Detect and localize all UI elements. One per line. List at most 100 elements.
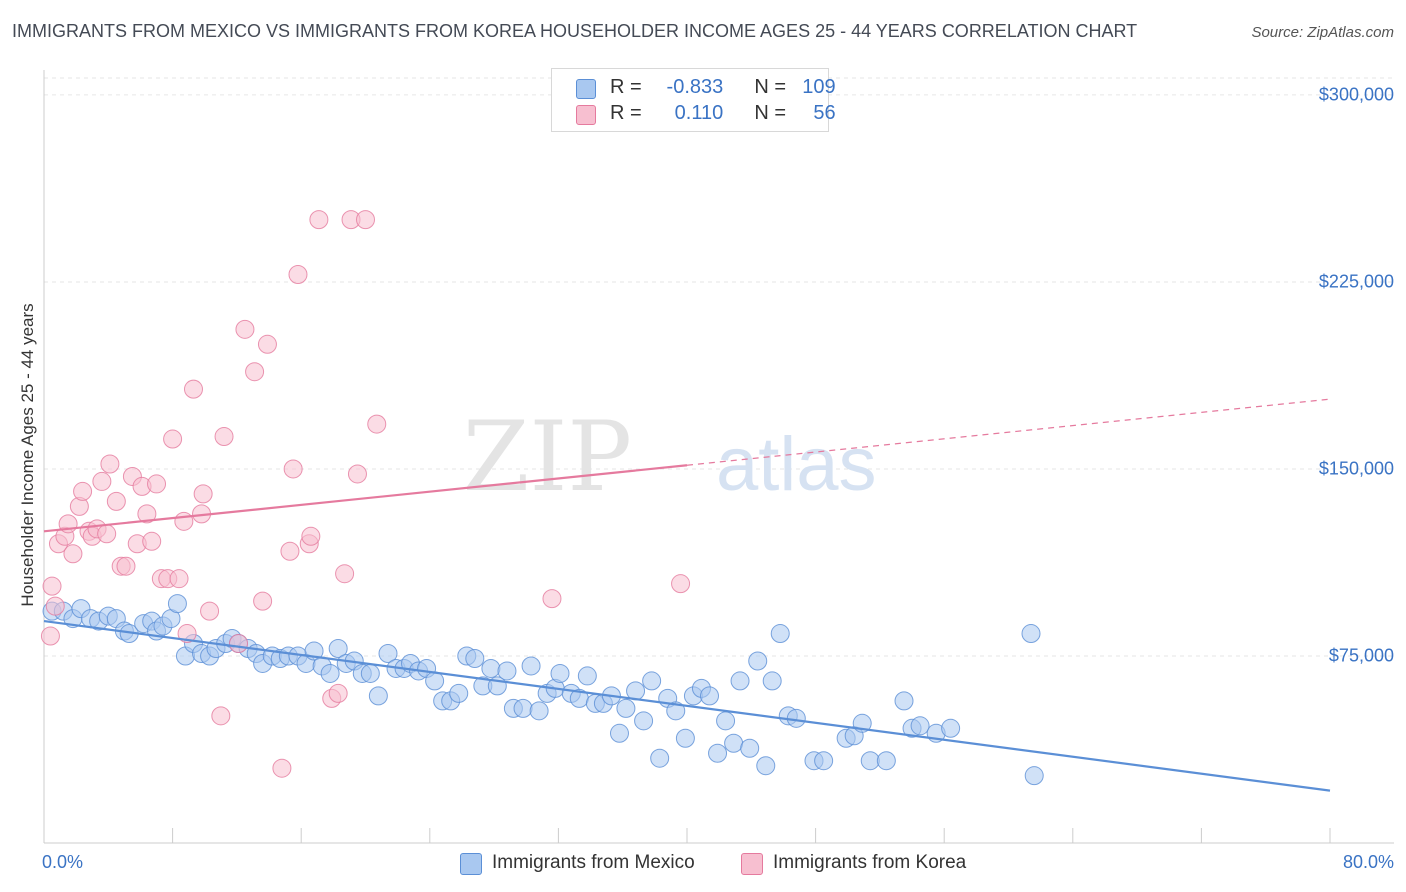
point-korea [347, 464, 367, 484]
point-mexico [650, 748, 670, 768]
point-korea [42, 576, 62, 596]
point-korea [671, 574, 691, 594]
point-mexico [910, 716, 930, 736]
y-tick-label: $225,000 [1318, 271, 1394, 292]
point-korea [356, 210, 375, 230]
y-tick-label: $300,000 [1318, 84, 1394, 105]
point-korea [253, 591, 273, 611]
x-tick-min: 0.0% [42, 852, 84, 872]
chart-title: IMMIGRANTS FROM MEXICO VS IMMIGRANTS FRO… [12, 21, 1138, 41]
point-mexico [666, 701, 686, 721]
point-mexico [167, 594, 187, 614]
watermark: ZIP atlas [463, 401, 877, 513]
y-tick-label: $150,000 [1318, 458, 1394, 479]
point-korea [142, 531, 162, 551]
point-korea [235, 319, 255, 339]
point-mexico [449, 683, 469, 703]
point-korea [163, 429, 183, 449]
point-mexico [1021, 624, 1041, 644]
point-mexico [1024, 766, 1044, 786]
point-mexico [320, 663, 340, 683]
point-mexico [700, 686, 720, 706]
point-korea [257, 334, 277, 354]
point-mexico [716, 711, 736, 731]
point-korea [116, 556, 136, 576]
legend-swatch-mexico [460, 853, 482, 875]
point-mexico [708, 743, 728, 763]
point-korea [137, 504, 157, 524]
source-credit: Source: ZipAtlas.com [1251, 24, 1394, 41]
trend-line-mexico [43, 619, 1331, 792]
point-mexico [497, 661, 517, 681]
point-mexico [368, 686, 388, 706]
point-mexico [529, 701, 549, 721]
legend-label-korea: Immigrants from Korea [773, 852, 967, 873]
point-korea [272, 758, 292, 778]
point-korea [63, 544, 83, 564]
point-mexico [762, 671, 782, 691]
point-mexico [513, 698, 533, 718]
trend-lines [43, 398, 1331, 792]
point-mexico [550, 663, 570, 683]
point-korea [45, 596, 65, 616]
point-korea [328, 683, 348, 703]
point-mexico [642, 671, 662, 691]
point-korea [301, 526, 321, 546]
point-mexico [894, 691, 914, 711]
trend-line-korea-extrapolated [686, 398, 1331, 466]
legend-swatch-mexico [576, 79, 596, 99]
point-mexico [876, 751, 896, 771]
watermark-atlas: atlas [716, 422, 877, 507]
point-korea [229, 634, 249, 654]
point-mexico [634, 711, 654, 731]
point-korea [288, 264, 308, 284]
point-mexico [724, 733, 744, 753]
legend-r-value-mexico: -0.833 [666, 76, 724, 98]
point-korea [40, 626, 60, 646]
correlation-legend: R = -0.833 N = 109 R = 0.110 N = 56 [551, 68, 836, 132]
point-mexico [941, 718, 961, 738]
point-korea [211, 706, 231, 726]
point-mexico [860, 751, 880, 771]
point-korea [542, 589, 562, 609]
legend-n-label: N = [754, 102, 787, 124]
point-korea [147, 474, 167, 494]
point-korea [214, 427, 234, 447]
point-mexico [730, 671, 750, 691]
point-korea [169, 569, 189, 589]
point-mexico [675, 728, 695, 748]
point-mexico [756, 756, 776, 776]
legend-swatch-korea [576, 105, 596, 125]
point-mexico [740, 738, 760, 758]
point-mexico [748, 651, 768, 671]
y-tick-label: $75,000 [1328, 645, 1394, 666]
point-korea [92, 471, 112, 491]
point-mexico [616, 698, 636, 718]
series-legend: Immigrants from Mexico Immigrants from K… [0, 852, 1406, 878]
point-mexico [481, 658, 501, 678]
point-korea [200, 601, 220, 621]
legend-n-value-korea: 56 [813, 102, 836, 124]
data-points [40, 210, 1044, 786]
legend-r-value-korea: 0.110 [674, 102, 724, 124]
point-mexico [465, 648, 485, 668]
point-mexico [577, 666, 597, 686]
point-mexico [378, 643, 398, 663]
legend-r-label: R = [610, 76, 642, 98]
x-tick-max: 80.0% [1342, 852, 1394, 872]
point-korea [106, 491, 126, 511]
point-korea [335, 564, 355, 584]
point-mexico [360, 663, 380, 683]
point-mexico [814, 751, 834, 771]
point-korea [97, 524, 117, 544]
legend-swatch-korea [741, 853, 763, 875]
point-korea [280, 541, 300, 561]
point-mexico [425, 671, 445, 691]
point-korea [283, 459, 303, 479]
legend-n-value-mexico: 109 [802, 76, 836, 98]
point-korea [367, 414, 387, 434]
point-mexico [770, 624, 790, 644]
point-korea [177, 624, 197, 644]
point-korea [183, 379, 203, 399]
